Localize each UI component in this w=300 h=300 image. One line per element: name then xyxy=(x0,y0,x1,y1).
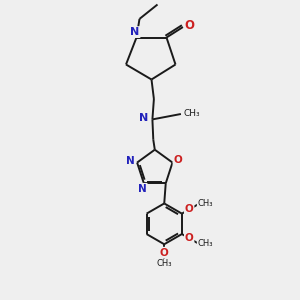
Text: O: O xyxy=(184,19,195,32)
Text: N: N xyxy=(126,156,135,166)
Text: N: N xyxy=(130,27,140,37)
Text: O: O xyxy=(185,233,194,243)
Text: N: N xyxy=(138,184,147,194)
Text: CH₃: CH₃ xyxy=(157,259,172,268)
Text: O: O xyxy=(185,204,194,214)
Text: CH₃: CH₃ xyxy=(197,239,213,248)
Text: O: O xyxy=(160,248,169,258)
Text: CH₃: CH₃ xyxy=(184,109,201,118)
Text: O: O xyxy=(173,155,182,165)
Text: N: N xyxy=(140,113,148,123)
Text: CH₃: CH₃ xyxy=(197,200,213,208)
